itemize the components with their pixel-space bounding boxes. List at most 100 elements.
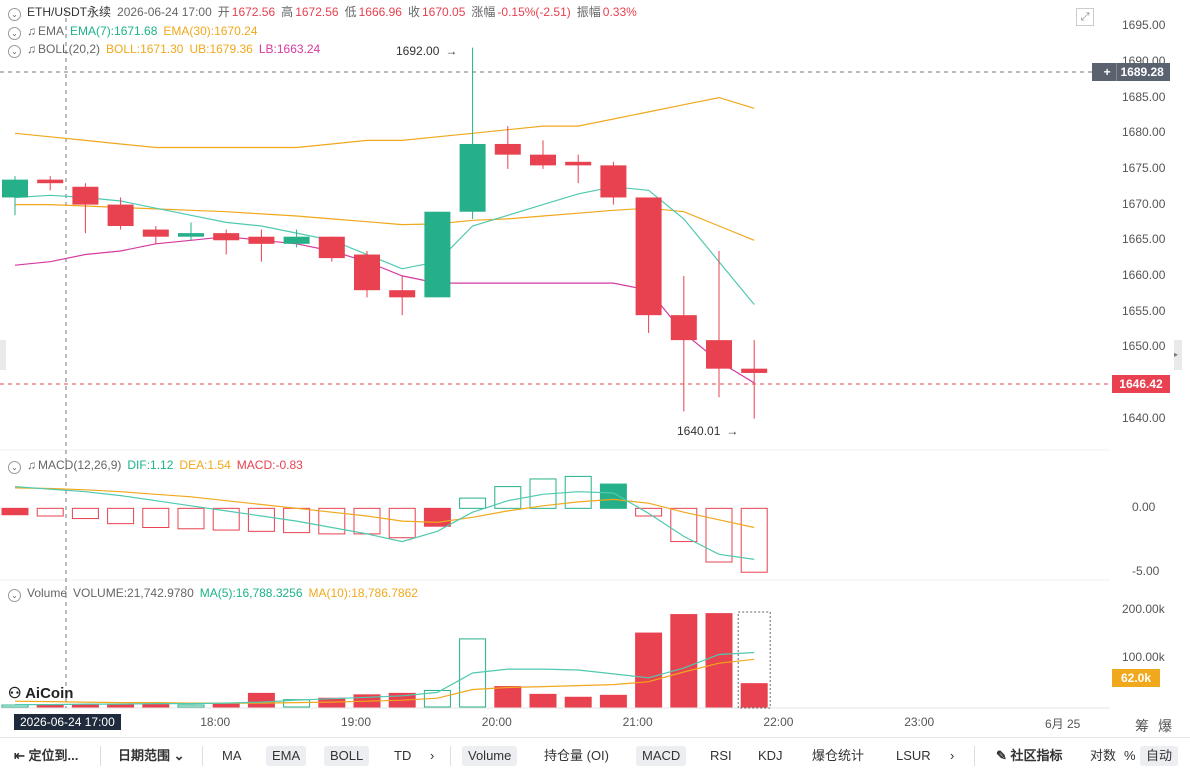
plus-icon[interactable]: + bbox=[1098, 63, 1118, 81]
collapse-icon[interactable]: ⌄ bbox=[8, 27, 21, 40]
macd-bar bbox=[107, 507, 135, 525]
locate-button[interactable]: ⇤ 定位到... bbox=[8, 746, 84, 766]
candle-body bbox=[459, 143, 486, 212]
indicator-lsur[interactable]: LSUR bbox=[896, 748, 931, 763]
price-axis-tick: 1655.00 bbox=[1122, 303, 1166, 318]
indicator-liquidation[interactable]: 爆仓统计 bbox=[812, 748, 865, 763]
boll-value: BOLL:1671.30 bbox=[106, 42, 184, 56]
last-price-tag: 1646.42 bbox=[1112, 375, 1170, 393]
volume-bar bbox=[142, 704, 170, 708]
macd-bar bbox=[142, 507, 170, 529]
bell-icon[interactable]: ♫ bbox=[27, 42, 36, 56]
macd-bar bbox=[177, 507, 205, 530]
change-label: 涨幅 bbox=[471, 5, 496, 19]
volume-bar bbox=[740, 683, 768, 708]
symbol-name: ETH/USDT永续 bbox=[27, 5, 112, 19]
crosshair-price-tag: + 1689.28 bbox=[1092, 63, 1170, 81]
community-indicators-button[interactable]: ✎ 社区指标 bbox=[990, 746, 1069, 766]
candle-body bbox=[107, 204, 134, 226]
fullscreen-icon[interactable]: ⤢ bbox=[1076, 8, 1094, 26]
macd-value: MACD:-0.83 bbox=[236, 458, 303, 472]
ub-value: UB:1679.36 bbox=[189, 42, 253, 56]
bell-icon[interactable]: ♫ bbox=[27, 458, 36, 472]
volume-name[interactable]: Volume bbox=[27, 586, 68, 600]
indicator-macd[interactable]: MACD bbox=[636, 746, 687, 766]
macd-bar bbox=[1, 507, 29, 516]
candle-body bbox=[389, 290, 416, 298]
collapse-icon[interactable]: ⌄ bbox=[8, 45, 21, 58]
volume-axis-tick: 100.00k bbox=[1122, 650, 1165, 665]
indicator-volume[interactable]: Volume bbox=[462, 746, 518, 766]
price-axis-tick: 1665.00 bbox=[1122, 232, 1166, 247]
volume-bar bbox=[564, 696, 592, 708]
indicator-kdj[interactable]: KDJ bbox=[758, 748, 783, 763]
macd-bar bbox=[283, 507, 311, 534]
corner-label-chou[interactable]: 筹 bbox=[1135, 718, 1149, 734]
macd-bar bbox=[705, 507, 733, 563]
collapse-icon[interactable]: ⌄ bbox=[8, 8, 21, 21]
volume-axis-tick: 200.00k bbox=[1122, 601, 1165, 616]
indicator-oi[interactable]: 持仓量 (OI) bbox=[544, 748, 609, 763]
volume-bar bbox=[494, 686, 522, 708]
amp-value: 0.33% bbox=[602, 5, 637, 19]
ema30-value: EMA(30):1670.24 bbox=[163, 24, 258, 38]
time-axis-tick: 20:00 bbox=[481, 715, 512, 729]
collapse-icon[interactable]: ⌄ bbox=[8, 589, 21, 602]
indicator-ema[interactable]: EMA bbox=[266, 746, 307, 766]
time-axis-tick: 18:00 bbox=[200, 715, 231, 729]
volume-tag-value: 62.0k bbox=[1120, 671, 1152, 685]
candle-body bbox=[600, 165, 627, 198]
macd-bar bbox=[36, 507, 64, 517]
aicoin-logo: ⚇ AiCoin bbox=[8, 684, 73, 702]
volume-bar bbox=[635, 632, 663, 708]
percent-scale-toggle[interactable]: % bbox=[1124, 748, 1136, 763]
boll-name[interactable]: BOLL(20,2) bbox=[38, 42, 101, 56]
bottom-toolbar: ⇤ 定位到... 日期范围 ⌄ MA EMA BOLL TD › Volume … bbox=[0, 737, 1190, 773]
high-marker: 1692.00 → bbox=[396, 44, 458, 58]
macd-bar bbox=[388, 507, 416, 539]
candle-body bbox=[37, 179, 64, 184]
macd-bar bbox=[423, 507, 451, 527]
current-bar-highlight bbox=[737, 611, 771, 709]
time-axis-tick: 6月 25 bbox=[1045, 717, 1081, 731]
candle-body bbox=[72, 186, 99, 205]
macd-bar bbox=[212, 507, 240, 531]
dif-line bbox=[14, 486, 755, 560]
candle-body bbox=[213, 233, 240, 241]
candle-body bbox=[2, 179, 28, 198]
open-label: 开 bbox=[217, 5, 230, 19]
open-value: 1672.56 bbox=[231, 5, 276, 19]
volume-tag: 62.0k bbox=[1112, 669, 1160, 687]
right-panel-handle[interactable]: ▸ bbox=[1174, 340, 1182, 370]
boll-info: ⌄ ♫ BOLL(20,2) BOLL:1671.30 UB:1679.36 LB:166… bbox=[8, 41, 326, 58]
collapse-icon[interactable]: ⌄ bbox=[8, 461, 21, 474]
low-value: 1666.96 bbox=[358, 5, 402, 19]
more-main-indicators-icon[interactable]: › bbox=[430, 748, 435, 763]
more-sub-indicators-icon[interactable]: › bbox=[950, 748, 955, 763]
indicator-td[interactable]: TD bbox=[394, 748, 412, 763]
log-scale-toggle[interactable]: 对数 bbox=[1090, 748, 1117, 763]
macd-bar bbox=[247, 507, 275, 532]
locate-label: 定位到... bbox=[28, 748, 79, 763]
macd-name[interactable]: MACD(12,26,9) bbox=[38, 458, 122, 472]
volume-bar bbox=[177, 704, 205, 708]
left-panel-handle[interactable] bbox=[0, 340, 6, 370]
candle-body bbox=[354, 254, 380, 291]
candle-body bbox=[318, 236, 345, 259]
dif-value: DIF:1.12 bbox=[127, 458, 174, 472]
indicator-rsi[interactable]: RSI bbox=[710, 748, 732, 763]
last-price: 1646.42 bbox=[1119, 377, 1163, 391]
price-axis-tick: 1670.00 bbox=[1122, 196, 1166, 211]
date-range-button[interactable]: 日期范围 ⌄ bbox=[112, 746, 191, 766]
indicator-boll[interactable]: BOLL bbox=[324, 746, 370, 766]
corner-label-bao[interactable]: 爆 bbox=[1158, 718, 1172, 734]
bell-icon[interactable]: ♫ bbox=[27, 24, 36, 38]
volume-bar bbox=[529, 693, 557, 708]
high-label: 高 bbox=[281, 5, 294, 19]
time-axis-tick: 21:00 bbox=[622, 715, 653, 729]
indicator-ma[interactable]: MA bbox=[222, 748, 242, 763]
ema-name[interactable]: EMA bbox=[38, 24, 65, 38]
volume-bar bbox=[247, 692, 275, 708]
auto-scale-toggle[interactable]: 自动 bbox=[1140, 746, 1179, 766]
